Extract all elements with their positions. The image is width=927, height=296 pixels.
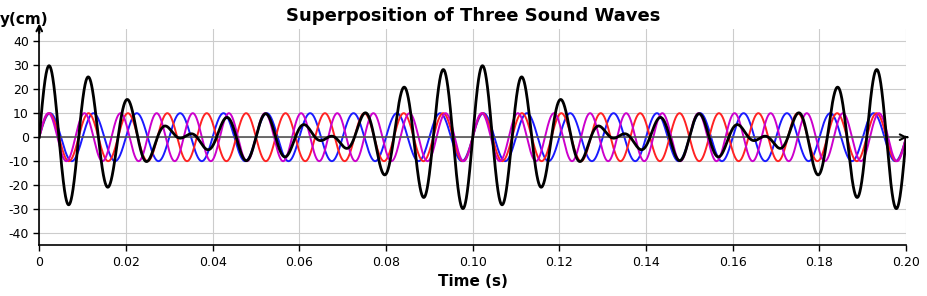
X-axis label: Time (s): Time (s)	[438, 274, 508, 289]
Title: Superposition of Three Sound Waves: Superposition of Three Sound Waves	[286, 7, 660, 25]
Text: y(cm): y(cm)	[0, 12, 49, 27]
